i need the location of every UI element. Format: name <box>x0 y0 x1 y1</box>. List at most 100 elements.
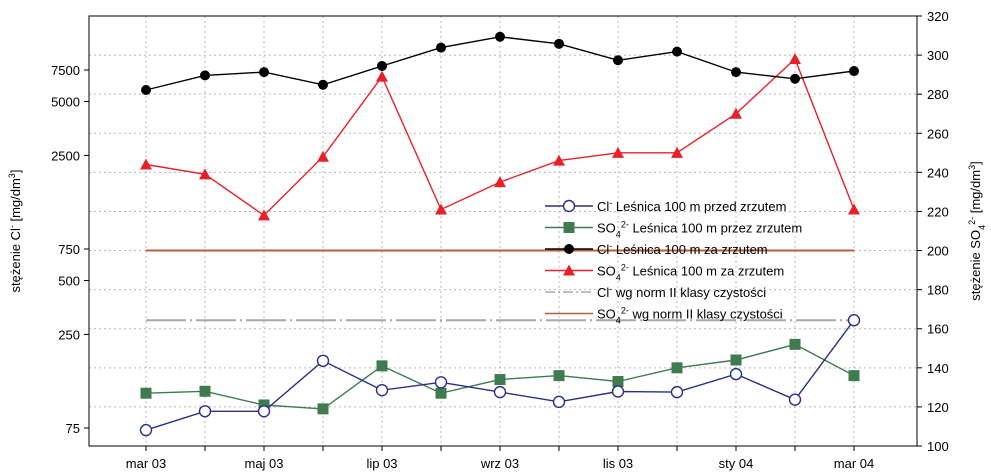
legend-label: SO42- Leśnica 100 m za zrzutem <box>597 263 784 283</box>
data-point <box>434 376 448 389</box>
y-left-title-unit: [mg/dm <box>8 178 23 225</box>
y-right-tick-label: 280 <box>927 87 949 102</box>
data-point <box>493 385 507 399</box>
x-tick-label: sty 04 <box>719 456 754 471</box>
x-tick-label: wrz 03 <box>480 456 519 471</box>
data-point <box>848 203 860 215</box>
data-point <box>611 385 625 398</box>
legend-item: Cl- wg norm II klasy czystości <box>545 284 766 300</box>
data-point <box>789 338 801 350</box>
data-point <box>200 70 210 81</box>
y-left-tick-label: 250 <box>58 327 80 342</box>
data-point <box>849 66 859 77</box>
y-left-tick-label: 2500 <box>51 148 80 163</box>
y-left-tick-label: 5000 <box>51 95 80 110</box>
y-left-tick-label: 750 <box>58 242 80 257</box>
y-right-tick-label: 120 <box>927 400 949 415</box>
legend-swatch-marker <box>563 264 575 276</box>
data-point <box>672 46 682 57</box>
y-left-title-sup: - <box>7 225 17 228</box>
data-point <box>612 376 624 387</box>
data-point <box>318 79 328 90</box>
data-point <box>790 73 800 84</box>
legend-swatch-marker <box>564 244 574 254</box>
axis-layer: 100 120 140 160 180 200 220 240 260 280 300 320 75 25… <box>51 9 949 471</box>
y-right-tick-label: 180 <box>927 283 949 298</box>
data-point <box>612 146 624 158</box>
legend-swatch-marker <box>563 222 575 233</box>
data-point <box>198 405 212 418</box>
x-tick-label: mar 03 <box>126 456 166 471</box>
y-right-tick-label: 320 <box>927 9 949 24</box>
y-right-title-sub: 4 <box>977 225 987 230</box>
y-right-title-unit-sup: 3 <box>967 165 977 170</box>
legend-item: SO42- Leśnica 100 m przez zrzutem <box>545 220 802 240</box>
data-point <box>258 209 270 221</box>
y-right-title-sup: 2- <box>967 217 977 225</box>
data-point <box>257 405 271 418</box>
series-layer <box>139 31 861 437</box>
data-point <box>140 158 152 170</box>
legend: Cl- Leśnica 100 m przed zrzutem SO42- Leś… <box>545 198 802 326</box>
data-point <box>788 393 802 406</box>
data-point <box>317 150 329 162</box>
data-point <box>731 67 741 78</box>
data-point <box>258 399 270 411</box>
data-point <box>553 154 565 166</box>
x-tick-label: maj 03 <box>244 456 283 471</box>
data-point <box>494 176 506 188</box>
data-point <box>671 362 683 374</box>
data-point <box>671 146 683 158</box>
data-point <box>139 423 153 437</box>
legend-label: Cl- wg norm II klasy czystości <box>597 284 766 300</box>
data-point <box>316 354 330 368</box>
x-tick-label: lip 03 <box>366 456 397 471</box>
y-right-tick-label: 260 <box>927 126 949 141</box>
x-tick-label: mar 04 <box>834 456 874 471</box>
data-point <box>436 42 446 53</box>
data-point <box>141 84 151 95</box>
data-point <box>317 403 329 415</box>
y-left-tick-label: 7500 <box>51 63 80 78</box>
series-0 <box>139 314 861 437</box>
y-left-axis-title: stężenie Cl- [mg/dm3] <box>7 170 23 293</box>
plot-frame <box>88 15 918 447</box>
y-left-tick-label: 500 <box>58 274 80 289</box>
data-point <box>435 203 447 215</box>
legend-item: SO42- Leśnica 100 m za zrzutem <box>545 263 784 283</box>
data-point <box>552 395 566 409</box>
data-point <box>847 314 861 327</box>
y-right-title-main: stężenie SO <box>968 230 983 301</box>
legend-label: Cl- Leśnica 100 m przed zrzutem <box>597 198 786 214</box>
legend-label: SO42- Leśnica 100 m przez zrzutem <box>597 220 802 240</box>
y-right-tick-label: 100 <box>927 439 949 454</box>
data-point <box>553 370 565 382</box>
y-left-title-end: ] <box>8 170 23 174</box>
data-point <box>377 60 387 71</box>
y-left-title-unit-sup: 3 <box>7 173 17 178</box>
data-point <box>199 385 211 397</box>
data-point <box>554 38 564 49</box>
data-point <box>435 387 447 399</box>
series-1 <box>140 338 860 415</box>
data-point <box>729 367 743 381</box>
data-point <box>140 387 152 399</box>
series-3 <box>140 53 860 221</box>
data-point <box>848 370 860 382</box>
data-point <box>495 31 505 42</box>
data-point <box>199 168 211 180</box>
data-point <box>376 360 388 372</box>
y-right-title-unit: [mg/dm <box>968 170 983 217</box>
legend-label: SO42- wg norm II klasy czystości <box>597 306 783 326</box>
data-point <box>613 55 623 66</box>
data-point <box>494 374 506 386</box>
legend-item: SO42- wg norm II klasy czystości <box>545 306 783 326</box>
y-right-tick-label: 300 <box>927 48 949 63</box>
legend-item: Cl- Leśnica 100 m za zrzutem <box>545 241 768 257</box>
data-point <box>789 53 801 64</box>
y-right-tick-label: 240 <box>927 165 949 180</box>
y-right-tick-label: 220 <box>927 204 949 219</box>
legend-item: Cl- Leśnica 100 m przed zrzutem <box>545 198 786 214</box>
data-point <box>375 383 389 397</box>
